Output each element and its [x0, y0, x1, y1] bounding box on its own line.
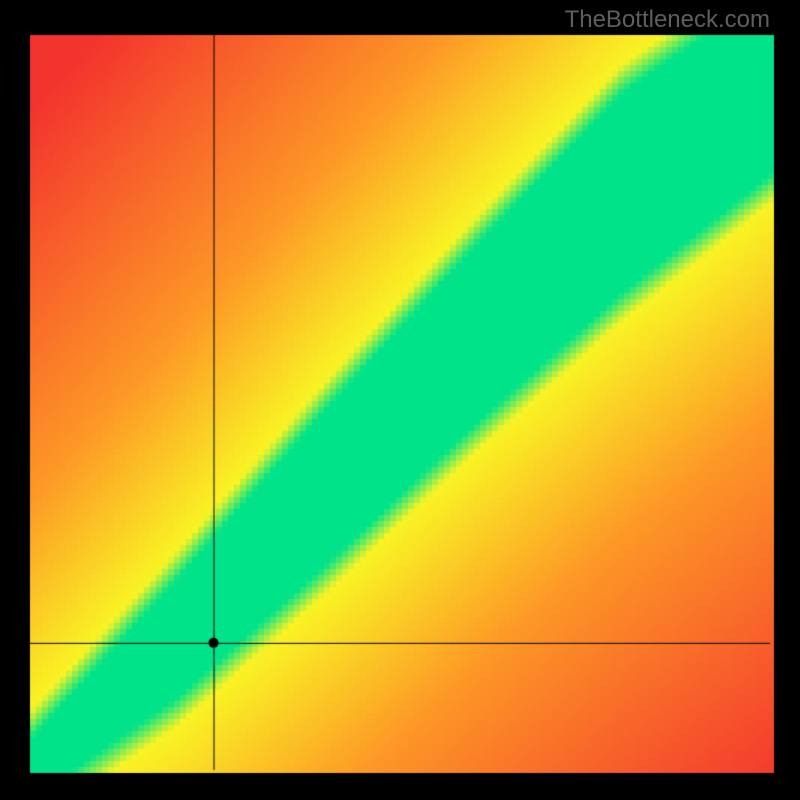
- chart-container: TheBottleneck.com: [0, 0, 800, 800]
- watermark-text: TheBottleneck.com: [565, 6, 770, 34]
- heatmap-canvas: [0, 0, 800, 800]
